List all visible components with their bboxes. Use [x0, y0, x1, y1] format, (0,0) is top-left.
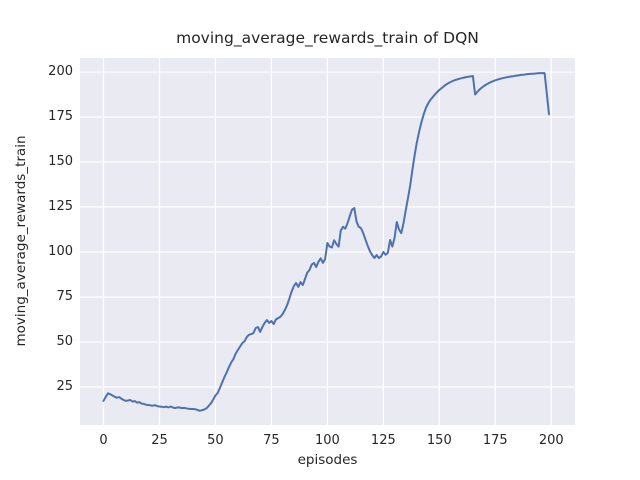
y-tick-label: 100 — [48, 244, 73, 260]
x-tick-label: 200 — [538, 433, 564, 448]
y-tick-label: 50 — [56, 334, 73, 350]
y-tick-label: 175 — [48, 109, 73, 125]
x-tick-label: 25 — [151, 433, 168, 448]
y-tick-label: 25 — [56, 379, 73, 395]
x-tick-label: 0 — [99, 433, 108, 448]
y-tick-label: 200 — [48, 64, 73, 80]
reward-line — [102, 72, 550, 412]
y-tick-label: 150 — [48, 154, 73, 170]
x-tick-label: 175 — [482, 433, 508, 448]
y-axis-label: moving_average_rewards_train — [13, 135, 29, 347]
x-tick-label: 75 — [263, 433, 280, 448]
x-tick-label: 125 — [370, 433, 396, 448]
x-tick-label: 100 — [314, 433, 340, 448]
x-axis-label: episodes — [297, 452, 358, 468]
y-tick-label: 125 — [48, 199, 73, 215]
chart-title: moving_average_rewards_train of DQN — [176, 29, 479, 47]
y-tick-label: 75 — [56, 289, 73, 305]
x-tick-label: 50 — [207, 433, 224, 448]
x-tick-label: 150 — [426, 433, 452, 448]
